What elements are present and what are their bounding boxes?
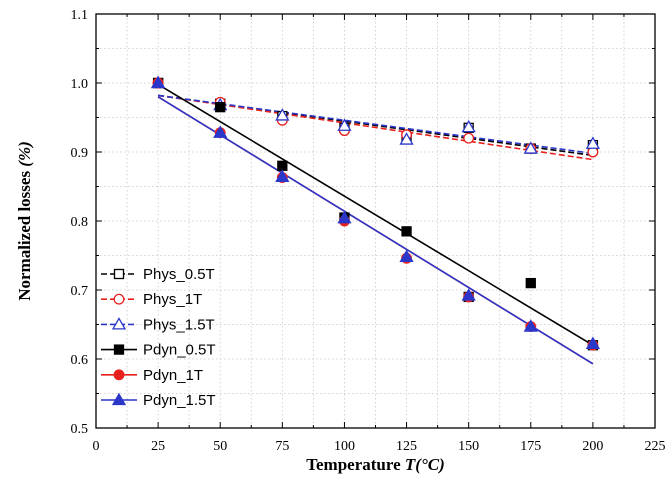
- y-tick-label: 0.8: [71, 215, 89, 230]
- data-point-pdyn-0-5t: [215, 102, 226, 113]
- data-point-pdyn-1-5t: [150, 75, 166, 89]
- data-point-pdyn-1-5t: [213, 125, 228, 138]
- x-axis-title-unit: T(°C): [405, 455, 445, 474]
- x-tick-label: 175: [520, 439, 541, 454]
- legend-label-pdyn-0-5t: Pdyn_0.5T: [143, 342, 216, 359]
- legend-label-phys-1-5t: Phys_1.5T: [143, 316, 215, 333]
- x-tick-label: 125: [396, 439, 417, 454]
- legend-marker-pdyn-0-5t: [113, 344, 125, 355]
- x-tick-label: 0: [93, 439, 100, 454]
- data-point-phys-1-5t: [461, 119, 476, 133]
- data-markers: [150, 75, 601, 351]
- data-point-pdyn-1-5t: [461, 288, 476, 301]
- data-point-pdyn-0-5t: [401, 226, 412, 237]
- data-point-phys-1-5t: [337, 118, 352, 131]
- data-point-phys-1-5t: [399, 132, 414, 145]
- data-point-pdyn-0-5t: [277, 160, 288, 171]
- legend-label-pdyn-1-5t: Pdyn_1.5T: [143, 392, 216, 409]
- data-point-pdyn-1-5t: [585, 336, 601, 349]
- legend-marker-pdyn-1t: [113, 369, 125, 381]
- data-point-phys-1-5t: [523, 141, 538, 154]
- x-tick-label: 25: [151, 439, 165, 454]
- data-point-pdyn-1-5t: [523, 319, 538, 332]
- legend-marker-phys-0-5t: [113, 268, 125, 280]
- fit-line-phys-1t: [157, 94, 594, 161]
- fit-line-pdyn-0-5t: [157, 83, 594, 346]
- y-tick-label: 1.0: [71, 77, 89, 92]
- data-point-pdyn-1-5t: [337, 210, 352, 224]
- x-tick-label: 100: [334, 439, 355, 454]
- y-tick-label: 1.1: [71, 8, 89, 23]
- legend-label-phys-0-5t: Phys_0.5T: [143, 266, 215, 283]
- data-point-pdyn-0-5t: [525, 277, 536, 289]
- x-tick-label: 75: [275, 439, 289, 454]
- y-axis-title-main: Normalized losses: [15, 167, 34, 301]
- legend-label-phys-1t: Phys_1T: [143, 291, 202, 308]
- y-tick-label: 0.9: [71, 146, 89, 161]
- x-tick-label: 50: [213, 439, 227, 454]
- x-axis-title-main: Temperature: [306, 455, 405, 474]
- grid: [96, 14, 655, 428]
- y-axis-title: Normalized losses (%): [15, 141, 34, 301]
- data-point-phys-1t: [463, 132, 475, 144]
- data-point-pdyn-1-5t: [399, 249, 414, 263]
- legend: Phys_0.5T Phys_1T Phys_1.5T Pdyn_0.5T Pdyn_1…: [101, 266, 216, 409]
- data-point-phys-1-5t: [585, 136, 601, 149]
- fit-line-pdyn-1-5t: [157, 96, 594, 365]
- y-tick-label: 0.7: [71, 284, 89, 299]
- x-tick-label: 225: [645, 439, 666, 454]
- x-tick-label: 200: [582, 439, 603, 454]
- data-point-pdyn-1-5t: [275, 169, 290, 182]
- fit-line-phys-1-5t: [158, 94, 593, 155]
- legend-marker-phys-1t: [113, 293, 125, 305]
- fit-lines: [157, 83, 594, 365]
- legend-marker-phys-1-5t: [111, 317, 127, 330]
- legend-marker-pdyn-1-5t: [111, 392, 127, 406]
- axes: 0 25 50 75 100 125 150 175 200 225 0.5 0.6 0.7 0.8 0.9…: [71, 8, 666, 454]
- x-tick-label: 150: [458, 439, 479, 454]
- y-tick-label: 0.6: [71, 353, 89, 368]
- y-axis-title-unit: (%): [15, 141, 34, 166]
- x-axis-title: Temperature T(°C): [306, 455, 445, 474]
- y-tick-label: 0.5: [71, 422, 89, 437]
- legend-label-pdyn-1t: Pdyn_1T: [143, 367, 203, 384]
- data-point-phys-1-5t: [275, 108, 290, 121]
